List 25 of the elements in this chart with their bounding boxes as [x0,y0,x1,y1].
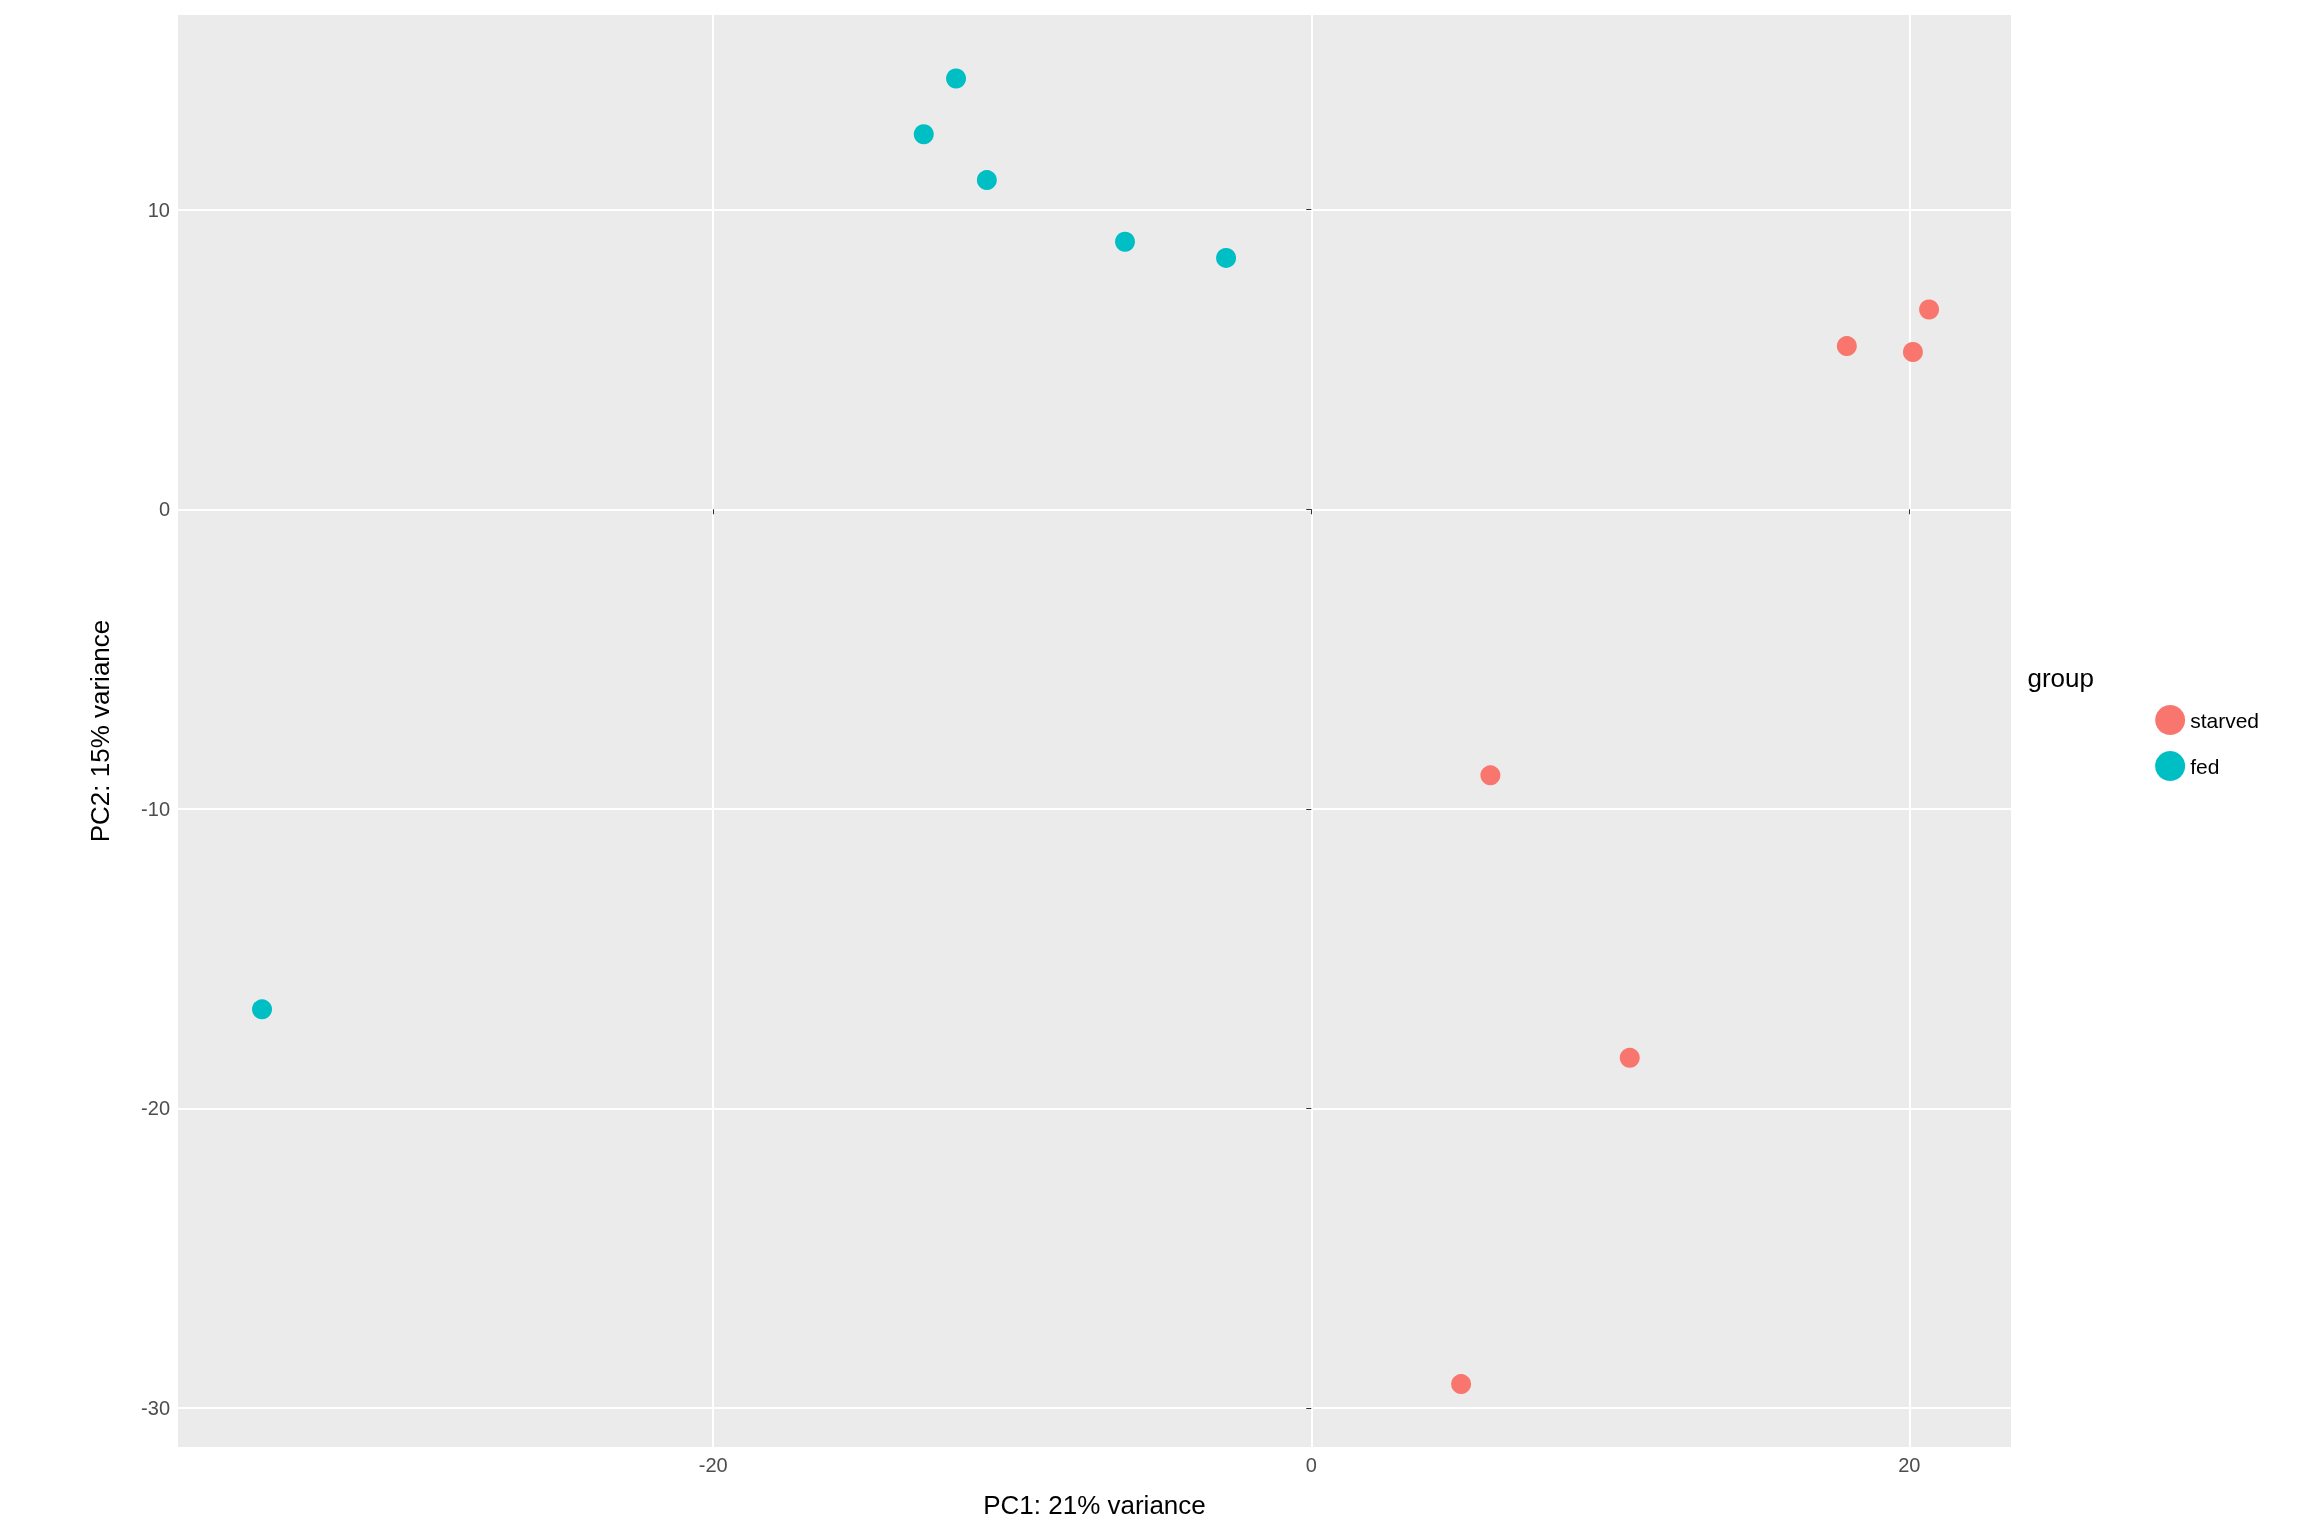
point [1619,1047,1640,1068]
y-tick-label: 10 [147,198,170,221]
y-tick-label: -30 [141,1397,170,1420]
legend-label: fed [2190,754,2220,778]
point [1216,247,1237,268]
y-tick-label: -10 [141,797,170,820]
point [1115,231,1135,252]
y-axis-title: PC2: 15% variance [85,619,115,843]
point [252,999,273,1020]
point [1451,1374,1472,1395]
point [913,124,934,145]
y-tick-label: 0 [158,498,170,521]
x-tick-label: -20 [698,1454,728,1476]
point [1836,336,1857,357]
y-tick-label: -20 [141,1097,170,1120]
x-axis-title: PC1: 21% variance [983,1490,1206,1520]
point [946,68,967,89]
point [1902,342,1923,363]
point [1919,299,1940,320]
legend-label: starved [2190,708,2260,732]
x-tick-label: 0 [1305,1454,1317,1476]
legend-title: group [2027,663,2094,693]
point [1480,765,1501,786]
x-tick-label: 20 [1898,1454,1921,1476]
point [976,170,997,191]
